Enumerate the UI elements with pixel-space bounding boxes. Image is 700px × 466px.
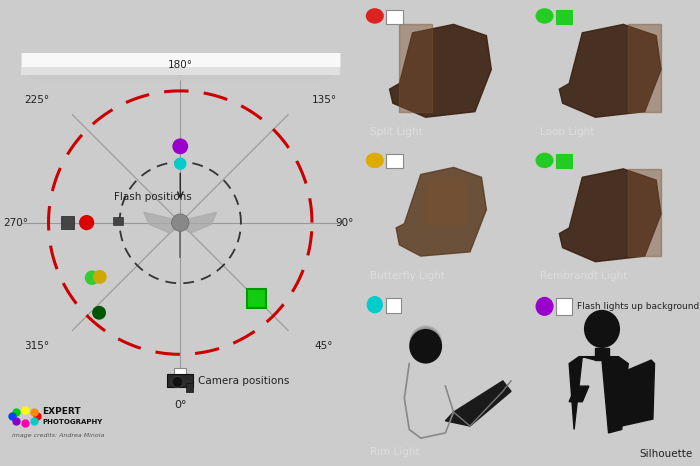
Bar (61, 216, 74, 229)
Text: 315°: 315° (24, 341, 49, 350)
Circle shape (172, 214, 189, 231)
Polygon shape (559, 169, 661, 262)
Polygon shape (390, 24, 491, 117)
Bar (386, 154, 402, 168)
Polygon shape (396, 167, 486, 256)
Bar (556, 154, 573, 168)
Polygon shape (426, 177, 465, 224)
Circle shape (366, 153, 384, 168)
Text: Camera positions: Camera positions (197, 377, 289, 386)
Bar (174, 368, 186, 376)
Text: Silhouette: Silhouette (639, 449, 692, 459)
Point (32, 413, 43, 420)
Text: 0°: 0° (174, 375, 186, 385)
Polygon shape (596, 348, 608, 360)
Polygon shape (618, 360, 654, 426)
FancyBboxPatch shape (21, 48, 340, 67)
Point (94, 273, 106, 281)
Bar (113, 217, 123, 226)
Text: 180°: 180° (168, 60, 193, 70)
Polygon shape (569, 356, 629, 433)
Circle shape (536, 153, 554, 168)
Bar (386, 10, 402, 24)
Circle shape (410, 327, 442, 362)
Bar (556, 298, 573, 315)
Circle shape (536, 297, 554, 316)
Bar (246, 289, 266, 308)
Point (81, 219, 92, 226)
Circle shape (410, 329, 442, 363)
Bar (167, 374, 193, 387)
Point (10, 417, 21, 425)
Polygon shape (400, 24, 432, 112)
Polygon shape (181, 212, 216, 233)
Point (28, 408, 39, 416)
Point (175, 143, 186, 150)
Text: Flash positions: Flash positions (114, 192, 192, 202)
Polygon shape (615, 374, 631, 398)
Point (87, 274, 98, 281)
Polygon shape (629, 169, 661, 256)
Point (10, 408, 21, 416)
Text: Rembrandt Light: Rembrandt Light (540, 271, 627, 281)
Text: 0°: 0° (174, 399, 186, 410)
Polygon shape (559, 24, 661, 117)
Text: 225°: 225° (24, 95, 49, 104)
Point (19, 406, 30, 414)
Bar (186, 384, 193, 392)
Text: Rim Light: Rim Light (370, 447, 419, 457)
Text: Butterfly Light: Butterfly Light (370, 271, 445, 281)
Text: 135°: 135° (312, 95, 337, 104)
Polygon shape (21, 67, 340, 75)
Polygon shape (569, 386, 589, 402)
Text: 270°: 270° (3, 218, 28, 227)
Text: Flash lights up background: Flash lights up background (578, 302, 699, 311)
Text: 90°: 90° (336, 218, 354, 227)
Polygon shape (629, 24, 661, 112)
Bar (386, 298, 401, 313)
Circle shape (366, 8, 384, 24)
Text: 45°: 45° (315, 341, 333, 350)
Text: image credits: Andrea Minoia: image credits: Andrea Minoia (12, 433, 104, 438)
Polygon shape (144, 212, 181, 233)
Text: Split Light: Split Light (370, 127, 423, 137)
Text: EXPERT: EXPERT (42, 407, 81, 417)
Point (6, 413, 18, 420)
Polygon shape (445, 381, 511, 426)
Point (28, 417, 39, 425)
Text: Loop Light: Loop Light (540, 127, 594, 137)
Point (175, 160, 186, 167)
Bar (556, 10, 573, 24)
Circle shape (367, 296, 383, 313)
Point (94, 309, 105, 316)
Circle shape (410, 325, 442, 360)
Polygon shape (28, 75, 332, 81)
Text: PHOTOGRAPHY: PHOTOGRAPHY (42, 419, 102, 425)
Point (19, 419, 30, 426)
Text: Flash lights up model: Flash lights up model (406, 301, 503, 310)
Circle shape (172, 377, 183, 388)
Circle shape (584, 310, 620, 348)
Circle shape (536, 8, 554, 24)
